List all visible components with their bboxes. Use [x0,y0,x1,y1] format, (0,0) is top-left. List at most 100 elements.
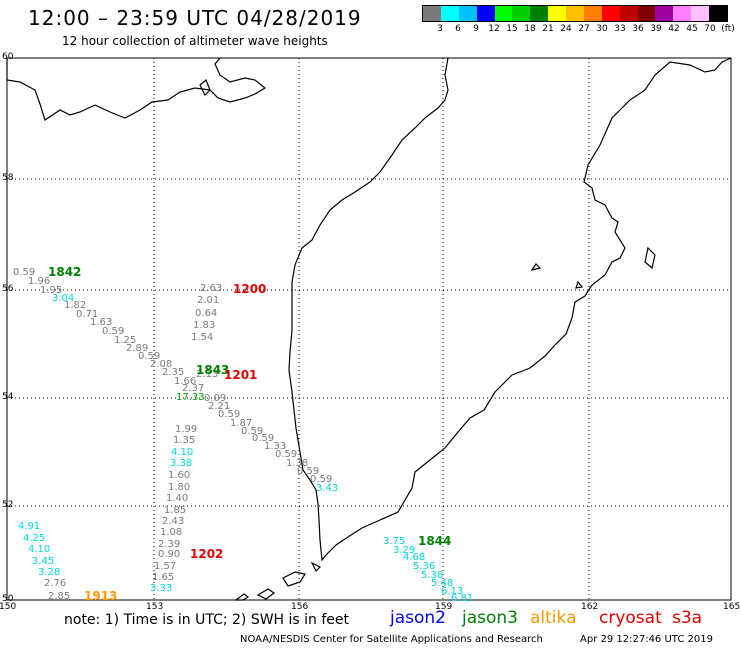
wave-height-value: 5.36 [413,561,436,572]
wave-height-value: 2.13 [196,369,219,380]
mission-label-jason3: jason3 [462,608,518,628]
legend-swatch [458,6,477,21]
wave-height-value: 1.95 [40,285,63,296]
wave-height-value: 2.35 [162,367,185,378]
island-paramushir [282,571,306,587]
wave-height-value: 0.59 [102,326,125,337]
island-small-2 [575,280,584,289]
legend-label: 18 [524,24,536,34]
legend-labels: 3 6 9 12 15 18 21 24 27 30 33 36 39 42 45 70 (ft) [422,22,735,34]
legend-label: 70 [704,24,716,34]
legend-swatch [476,6,495,21]
latitude-label: 60 [2,52,14,62]
wave-height-value: 1.40 [166,493,189,504]
wave-height-value: 2.08 [150,359,173,370]
magadan-bay [199,79,211,97]
legend-label: 15 [506,24,518,34]
wave-height-value: 1.87 [230,418,253,429]
legend-swatch [673,6,692,21]
legend-swatch [548,6,566,21]
legend-swatch [583,6,602,21]
wave-height-value: 1.96 [28,276,51,287]
chart-title: 12:00 – 23:59 UTC 04/28/2019 [28,6,362,30]
wave-height-value: 3.38 [170,458,193,469]
wave-height-value: 1.38 [286,458,309,469]
latitude-label: 56 [2,284,14,294]
wave-height-value: 3.28 [38,567,61,578]
legend-swatch [512,6,531,21]
legend-label: 24 [560,24,572,34]
north-coast [6,57,267,121]
wave-height-value: 1.82 [64,300,87,311]
legend-label: 42 [668,24,680,34]
wave-height-value: 5.38 [421,570,444,581]
kamchatka-coast [288,57,732,562]
legend-swatch [691,6,709,21]
wave-height-value: 4.91 [18,521,41,532]
wave-height-value: 1.35 [173,435,196,446]
pass-time-label: 1842 [48,265,82,279]
wave-height-value: 17.33 [176,392,205,403]
wave-height-value: 1.08 [160,527,183,538]
wave-height-value: 0.59 [252,433,275,444]
legend-label: 9 [473,24,479,34]
pass-time-label: 1913 [84,589,118,603]
color-legend: 3 6 9 12 15 18 21 24 27 30 33 36 39 42 45 70 (ft) [422,5,735,34]
island-karaginsky [644,246,656,270]
wave-height-value: 0.59 [218,409,241,420]
graticule [7,58,731,600]
wave-height-value: 1.65 [152,572,175,583]
wave-height-value: 2.39 [158,539,181,550]
wave-height-value: 1.25 [114,335,137,346]
mission-label-altika: altika [530,608,577,628]
wave-height-value: 2.63 [200,283,223,294]
wave-height-value: 2.76 [44,578,67,589]
wave-height-value: 1.57 [154,561,177,572]
wave-height-value: 0.59 [297,466,320,477]
longitude-label: 159 [435,602,453,612]
wave-height-value: 1.60 [168,470,191,481]
legend-color-bar [422,5,728,22]
longitude-label: 153 [146,602,164,612]
longitude-label: 162 [581,602,599,612]
legend-label: 33 [614,24,626,34]
legend-swatch [494,6,513,21]
wave-height-value: 2.43 [162,516,185,527]
legend-swatch [655,6,674,21]
wave-height-value: 0.64 [195,308,218,319]
mission-label-cryosat: cryosat [599,608,662,628]
latitude-label: 52 [2,500,14,510]
wave-height-value: 1.54 [191,332,214,343]
legend-swatch [637,6,656,21]
latitude-label: 50 [2,594,14,604]
wave-height-value: 3.75 [383,536,406,547]
wave-height-value: 1.66 [174,376,197,387]
pass-time-label: 1202 [190,547,224,561]
legend-swatch [566,6,584,21]
wave-height-value: 3.45 [32,556,55,567]
wave-height-value: 2.01 [197,295,220,306]
island-onekotan [256,588,276,600]
wave-height-value: 0.09 [204,393,227,404]
latitude-label: 54 [2,392,14,402]
mission-label-s3a: s3a [672,608,703,628]
wave-height-value: 0.71 [76,309,99,320]
wave-height-value: 2.89 [126,343,149,354]
wave-height-value: 5.48 [431,578,454,589]
wave-height-value: 1.99 [175,424,198,435]
mission-label-jason2: jason2 [390,608,446,628]
wave-height-value: 0.59 [310,474,333,485]
wave-height-value: 0.59 [275,449,298,460]
credit-line: NOAA/NESDIS Center for Satellite Applica… [240,634,543,645]
legend-label: (ft) [721,24,735,34]
longitude-label: 156 [291,602,309,612]
wave-height-value: 2.37 [182,383,205,394]
pass-time-label: 1200 [233,282,267,296]
legend-label: 45 [686,24,698,34]
legend-label: 6 [455,24,461,34]
legend-swatch [530,6,549,21]
wave-height-value: 3.33 [150,583,173,594]
wave-height-value: 3.29 [393,545,416,556]
wave-height-value: 1.83 [193,320,216,331]
